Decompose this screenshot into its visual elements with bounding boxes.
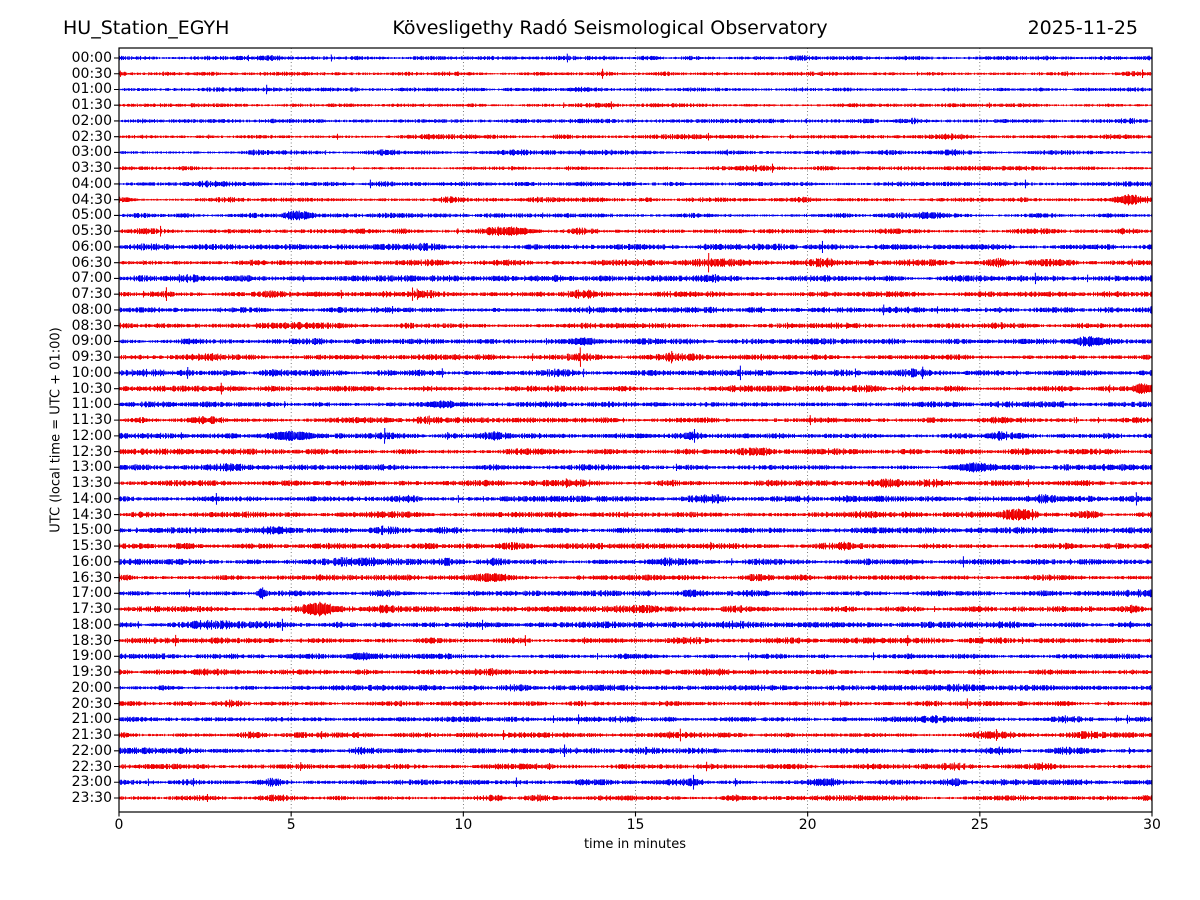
y-tick-label: 17:30 [71, 601, 112, 618]
y-tick-label: 06:00 [71, 238, 112, 255]
y-tick-label: 00:30 [71, 65, 112, 82]
y-tick-label: 13:00 [71, 459, 112, 476]
y-tick-label: 23:30 [71, 790, 112, 806]
x-tick-label: 15 [626, 817, 645, 833]
x-axis-label: time in minutes [583, 837, 687, 852]
y-tick-label: 14:00 [71, 490, 112, 507]
y-tick-label: 07:00 [71, 270, 112, 287]
y-tick-label: 03:30 [71, 160, 112, 177]
y-tick-label: 01:00 [71, 81, 112, 98]
y-tick-label: 21:00 [71, 711, 112, 728]
y-tick-label: 18:30 [71, 632, 112, 649]
y-tick-label: 17:00 [71, 585, 112, 602]
y-tick-label: 20:00 [71, 679, 112, 696]
y-tick-label: 14:30 [71, 506, 112, 523]
y-tick-label: 11:00 [71, 396, 112, 413]
date-title: 2025-11-25 [1027, 17, 1138, 39]
y-tick-label: 16:30 [71, 569, 112, 586]
y-tick-label: 18:00 [71, 616, 112, 633]
y-tick-label: 19:30 [71, 664, 112, 681]
y-tick-label: 07:30 [71, 286, 112, 303]
y-tick-label: 05:30 [71, 223, 112, 240]
x-tick-label: 5 [286, 817, 296, 833]
y-tick-label: 11:30 [71, 412, 112, 429]
x-tick-label: 25 [970, 817, 989, 833]
y-tick-label: 12:00 [71, 427, 112, 444]
y-tick-label: 09:30 [71, 349, 112, 366]
y-tick-label: 02:00 [71, 112, 112, 129]
y-tick-label: 19:00 [71, 648, 112, 665]
y-tick-label: 02:30 [71, 128, 112, 145]
x-tick-label: 10 [454, 817, 473, 833]
y-tick-label: 10:00 [71, 364, 112, 381]
y-tick-label: 12:30 [71, 443, 112, 460]
y-tick-label: 22:30 [71, 758, 112, 775]
y-tick-label: 00:00 [71, 50, 112, 66]
y-tick-label: 08:00 [71, 301, 112, 318]
station-title: HU_Station_EGYH [63, 17, 230, 39]
y-tick-label: 23:00 [71, 774, 112, 791]
y-tick-label: 04:00 [71, 175, 112, 192]
y-tick-label: 05:00 [71, 207, 112, 224]
x-tick-label: 30 [1143, 817, 1161, 833]
y-tick-label: 15:00 [71, 522, 112, 539]
x-tick-label: 0 [114, 817, 124, 833]
x-tick-label: 20 [798, 817, 817, 833]
y-tick-label: 04:30 [71, 191, 112, 208]
y-tick-label: 13:30 [71, 475, 112, 492]
y-tick-label: 01:30 [71, 97, 112, 114]
y-tick-label: 22:00 [71, 742, 112, 759]
y-tick-label: 21:30 [71, 727, 112, 744]
y-tick-label: 09:00 [71, 333, 112, 350]
observatory-title: Kövesligethy Radó Seismological Observat… [392, 17, 828, 39]
y-tick-label: 20:30 [71, 695, 112, 712]
y-tick-label: 06:30 [71, 254, 112, 271]
y-tick-label: 03:00 [71, 144, 112, 161]
y-tick-label: 16:00 [71, 553, 112, 570]
y-tick-label: 08:30 [71, 317, 112, 334]
y-tick-label: 10:30 [71, 380, 112, 397]
y-tick-label: 15:30 [71, 538, 112, 555]
